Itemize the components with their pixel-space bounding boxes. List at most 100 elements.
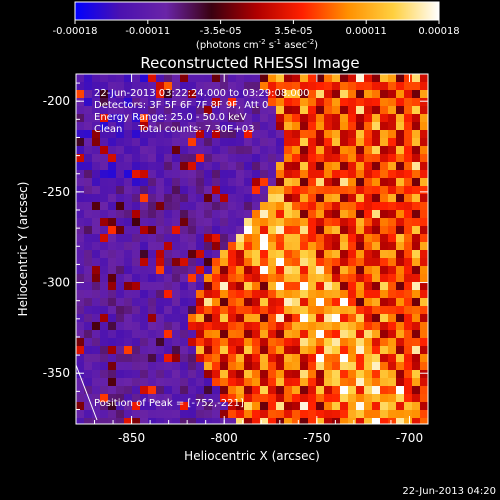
- heatmap-cell: [188, 218, 197, 227]
- heatmap-cell: [284, 306, 293, 315]
- heatmap-cell: [252, 234, 261, 243]
- heatmap-cell: [292, 314, 301, 323]
- heatmap-cell: [180, 234, 189, 243]
- heatmap-cell: [388, 98, 397, 107]
- heatmap-cell: [316, 130, 325, 139]
- heatmap-cell: [76, 394, 85, 403]
- heatmap-cell: [252, 290, 261, 299]
- heatmap-cell: [332, 146, 341, 155]
- heatmap-cell: [220, 170, 229, 179]
- heatmap-cell: [84, 98, 93, 107]
- heatmap-cell: [116, 258, 125, 267]
- heatmap-cell: [148, 298, 157, 307]
- x-tick-label: -800: [211, 431, 238, 445]
- heatmap-cell: [156, 218, 165, 227]
- heatmap-cell: [132, 194, 141, 203]
- heatmap-cell: [420, 410, 428, 419]
- heatmap-cell: [420, 282, 428, 291]
- heatmap-cell: [372, 282, 381, 291]
- heatmap-cell: [308, 346, 317, 355]
- heatmap-cell: [348, 194, 357, 203]
- heatmap-cell: [204, 370, 213, 379]
- heatmap-cell: [76, 386, 85, 395]
- heatmap-cell: [236, 250, 245, 259]
- heatmap-cell: [148, 218, 157, 227]
- heatmap-cell: [132, 130, 141, 139]
- heatmap-cell: [180, 218, 189, 227]
- heatmap-cell: [236, 338, 245, 347]
- heatmap-cell: [132, 122, 141, 131]
- heatmap-cell: [268, 410, 277, 419]
- heatmap-cell: [380, 130, 389, 139]
- heatmap-cell: [84, 362, 93, 371]
- heatmap-cell: [204, 90, 213, 99]
- heatmap-cell: [132, 378, 141, 387]
- heatmap-cell: [252, 170, 261, 179]
- heatmap-cell: [164, 330, 173, 339]
- heatmap-cell: [324, 258, 333, 267]
- heatmap-cell: [92, 394, 101, 403]
- heatmap-cell: [372, 402, 381, 411]
- heatmap-cell: [324, 122, 333, 131]
- heatmap-cell: [380, 106, 389, 115]
- heatmap-cell: [348, 322, 357, 331]
- heatmap-cell: [284, 194, 293, 203]
- heatmap-cell: [316, 306, 325, 315]
- heatmap-cell: [236, 226, 245, 235]
- heatmap-cell: [404, 258, 413, 267]
- heatmap-cell: [324, 194, 333, 203]
- heatmap-cell: [396, 330, 405, 339]
- heatmap-cell: [196, 250, 205, 259]
- heatmap-cell: [260, 138, 269, 147]
- heatmap-cell: [356, 386, 365, 395]
- heatmap-cell: [364, 178, 373, 187]
- heatmap-cell: [348, 418, 357, 424]
- heatmap-cell: [244, 106, 253, 115]
- heatmap-cell: [220, 338, 229, 347]
- heatmap-cell: [220, 410, 229, 419]
- heatmap-cell: [140, 122, 149, 131]
- heatmap-cell: [148, 186, 157, 195]
- heatmap-cell: [276, 290, 285, 299]
- heatmap-cell: [212, 106, 221, 115]
- heatmap-cell: [84, 106, 93, 115]
- heatmap-cell: [300, 226, 309, 235]
- heatmap-cell: [356, 130, 365, 139]
- heatmap-cell: [380, 330, 389, 339]
- heatmap-cell: [284, 330, 293, 339]
- heatmap-cell: [148, 114, 157, 123]
- heatmap-cell: [100, 322, 109, 331]
- heatmap-cell: [188, 354, 197, 363]
- heatmap-cell: [228, 402, 237, 411]
- heatmap-cell: [404, 394, 413, 403]
- heatmap-cell: [380, 362, 389, 371]
- heatmap-cell: [236, 282, 245, 291]
- heatmap-cell: [380, 250, 389, 259]
- heatmap-cell: [124, 194, 133, 203]
- heatmap-cell: [380, 114, 389, 123]
- heatmap-cell: [172, 178, 181, 187]
- heatmap-cell: [244, 266, 253, 275]
- heatmap-cell: [308, 218, 317, 227]
- heatmap-cell: [204, 194, 213, 203]
- heatmap-cell: [140, 258, 149, 267]
- heatmap-cell: [108, 378, 117, 387]
- heatmap-cell: [348, 314, 357, 323]
- heatmap-cell: [196, 410, 205, 419]
- heatmap-cell: [252, 266, 261, 275]
- heatmap-cell: [220, 114, 229, 123]
- heatmap-cell: [252, 130, 261, 139]
- heatmap-cell: [276, 274, 285, 283]
- heatmap-cell: [316, 202, 325, 211]
- heatmap-cell: [420, 258, 428, 267]
- heatmap-cell: [252, 338, 261, 347]
- heatmap-cell: [220, 370, 229, 379]
- heatmap-cell: [364, 210, 373, 219]
- heatmap-cell: [244, 418, 253, 424]
- heatmap-cell: [92, 362, 101, 371]
- heatmap-cell: [220, 298, 229, 307]
- heatmap-cell: [268, 138, 277, 147]
- heatmap-cell: [268, 242, 277, 251]
- heatmap-cell: [324, 338, 333, 347]
- heatmap-cell: [396, 226, 405, 235]
